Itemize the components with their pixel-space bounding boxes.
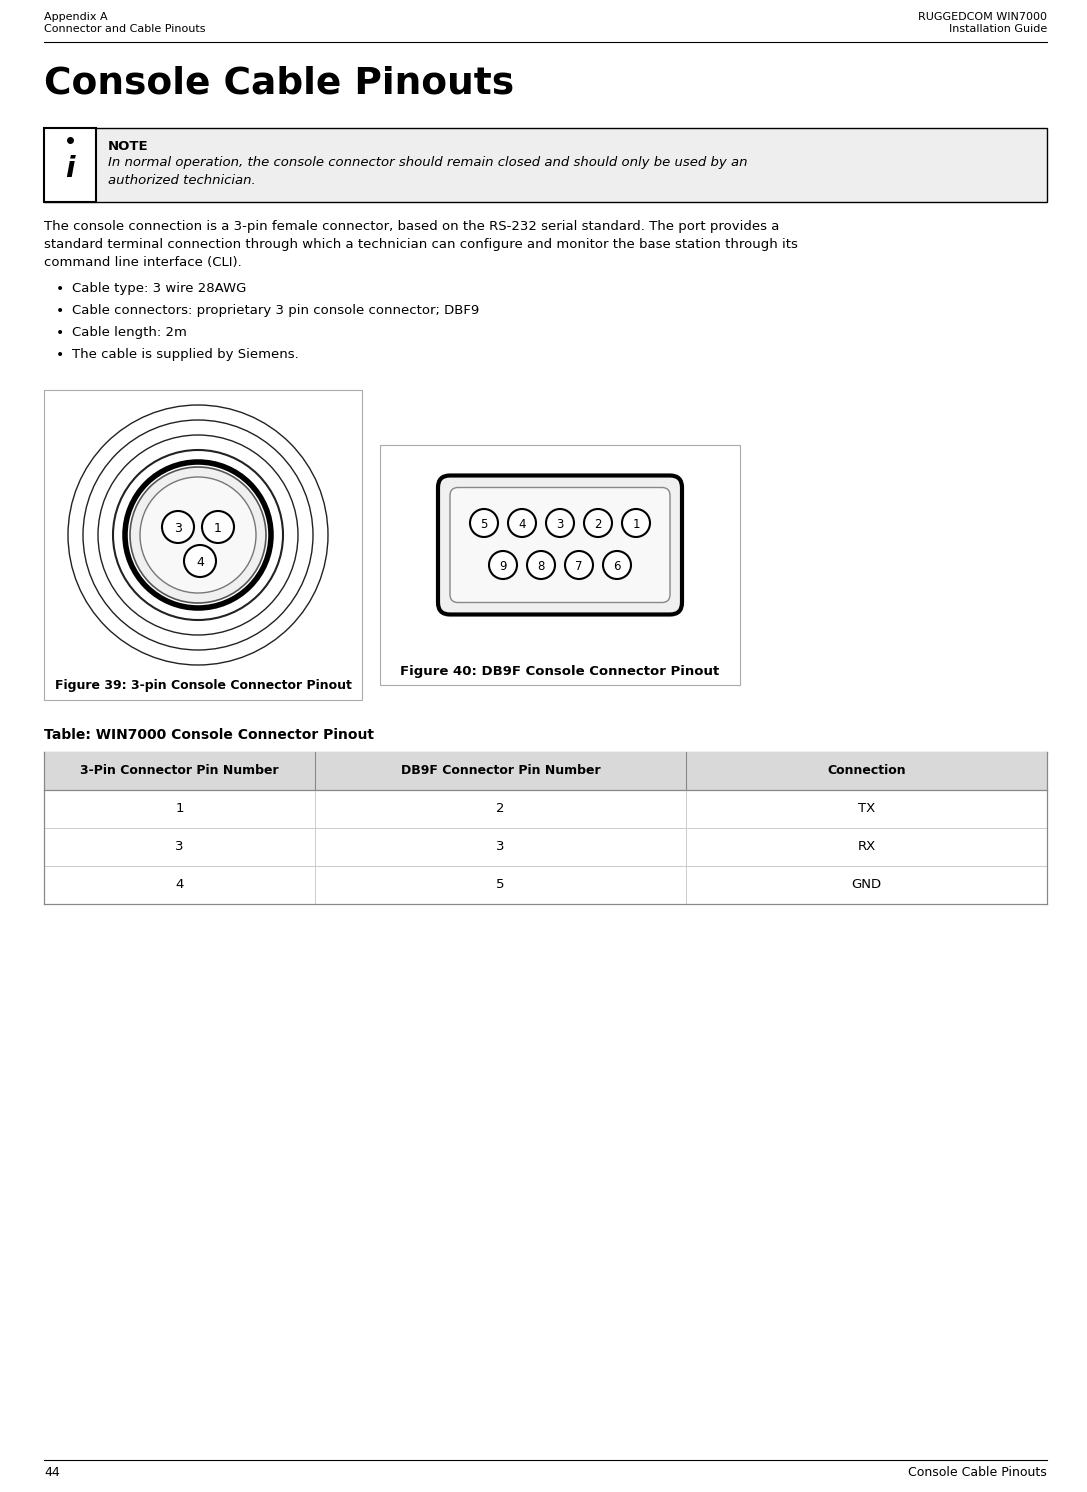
Text: Console Cable Pinouts: Console Cable Pinouts [909, 1467, 1047, 1479]
Text: 3: 3 [175, 840, 184, 853]
Text: Console Cable Pinouts: Console Cable Pinouts [43, 66, 514, 101]
Text: The cable is supplied by Siemens.: The cable is supplied by Siemens. [72, 348, 299, 361]
Circle shape [508, 509, 536, 537]
Text: 7: 7 [575, 560, 583, 573]
Text: RUGGEDCOM WIN7000: RUGGEDCOM WIN7000 [919, 12, 1047, 22]
Text: 8: 8 [537, 560, 545, 573]
Bar [43, 128, 1047, 201]
Circle shape [125, 463, 271, 609]
Text: 1: 1 [175, 803, 184, 816]
Text: 1: 1 [633, 518, 640, 531]
Text: Table: WIN7000 Console Connector Pinout: Table: WIN7000 Console Connector Pinout [43, 728, 374, 742]
Circle shape [565, 551, 594, 579]
Text: Cable connectors: proprietary 3 pin console connector; DBF9: Cable connectors: proprietary 3 pin cons… [72, 304, 479, 316]
Circle shape [130, 467, 266, 603]
Text: TX: TX [858, 803, 875, 816]
Bar [43, 752, 1047, 789]
Circle shape [68, 404, 328, 665]
Text: 3: 3 [557, 518, 564, 531]
Text: 9: 9 [499, 560, 507, 573]
Text: •: • [57, 348, 64, 363]
Text: •: • [57, 282, 64, 295]
Bar [43, 389, 362, 700]
Circle shape [546, 509, 574, 537]
Circle shape [83, 421, 313, 651]
Text: 2: 2 [496, 803, 504, 816]
Text: 4: 4 [175, 879, 184, 892]
Text: NOTE: NOTE [108, 140, 149, 154]
Circle shape [113, 451, 283, 621]
Text: 44: 44 [43, 1467, 60, 1479]
Bar [43, 128, 96, 201]
Text: Cable type: 3 wire 28AWG: Cable type: 3 wire 28AWG [72, 282, 247, 295]
Text: 5: 5 [480, 518, 488, 531]
Text: 2: 2 [595, 518, 602, 531]
Text: 3: 3 [174, 522, 182, 534]
Text: GND: GND [851, 879, 882, 892]
Text: Installation Guide: Installation Guide [949, 24, 1047, 34]
Text: 4: 4 [518, 518, 526, 531]
Text: DB9F Connector Pin Number: DB9F Connector Pin Number [400, 764, 600, 777]
Text: 4: 4 [196, 555, 204, 568]
Circle shape [603, 551, 630, 579]
Text: 3: 3 [496, 840, 504, 853]
Text: •: • [57, 325, 64, 340]
FancyBboxPatch shape [450, 488, 670, 603]
Circle shape [489, 551, 517, 579]
Circle shape [98, 436, 298, 636]
Circle shape [140, 477, 257, 592]
Text: RX: RX [858, 840, 876, 853]
Text: 6: 6 [613, 560, 621, 573]
Text: Appendix A: Appendix A [43, 12, 108, 22]
Text: i: i [65, 155, 75, 184]
Circle shape [527, 551, 555, 579]
Text: Connector and Cable Pinouts: Connector and Cable Pinouts [43, 24, 205, 34]
Circle shape [622, 509, 650, 537]
Text: 5: 5 [496, 879, 504, 892]
Text: Figure 39: 3-pin Console Connector Pinout: Figure 39: 3-pin Console Connector Pinou… [54, 679, 351, 692]
Text: •: • [57, 304, 64, 318]
Text: In normal operation, the console connector should remain closed and should only : In normal operation, the console connect… [108, 157, 748, 186]
Text: Cable length: 2m: Cable length: 2m [72, 325, 187, 339]
Circle shape [470, 509, 498, 537]
Bar [380, 445, 740, 685]
Text: Connection: Connection [827, 764, 905, 777]
Text: 3-Pin Connector Pin Number: 3-Pin Connector Pin Number [80, 764, 278, 777]
Circle shape [584, 509, 612, 537]
Text: Figure 40: DB9F Console Connector Pinout: Figure 40: DB9F Console Connector Pinout [400, 664, 720, 677]
Circle shape [162, 510, 193, 543]
Text: 1: 1 [214, 522, 222, 534]
Circle shape [202, 510, 234, 543]
Text: The console connection is a 3-pin female connector, based on the RS-232 serial s: The console connection is a 3-pin female… [43, 219, 798, 269]
FancyBboxPatch shape [438, 476, 682, 615]
Circle shape [184, 545, 216, 577]
